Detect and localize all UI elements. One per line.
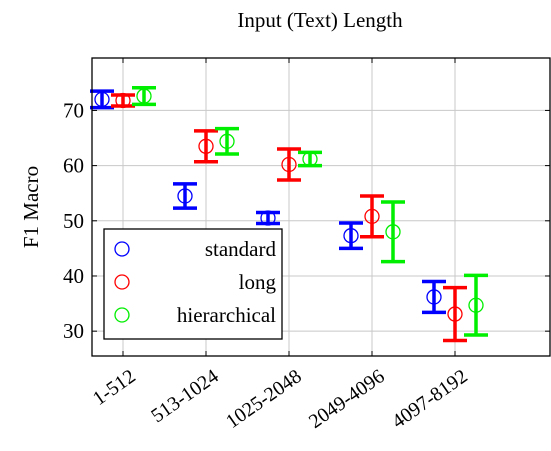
- data-point: [260, 210, 276, 226]
- data-point: [177, 188, 193, 204]
- legend-label-standard: standard: [205, 237, 277, 261]
- data-point: [281, 156, 297, 173]
- data-point: [343, 228, 359, 244]
- y-tick-label: 70: [63, 98, 84, 122]
- legend: standard long hierarchical: [103, 228, 283, 340]
- chart-title: Input (Text) Length: [237, 8, 403, 32]
- plot-frame: [91, 57, 551, 357]
- legend-label-long: long: [239, 270, 277, 294]
- y-axis-label: F1 Macro: [19, 166, 43, 248]
- x-tick-label: 2049-4096: [305, 365, 389, 433]
- legend-marker-standard: [114, 241, 130, 257]
- y-tick-label: 50: [63, 209, 84, 233]
- series-hierarchical: [132, 86, 488, 337]
- data-point: [426, 289, 442, 305]
- data-point: [198, 138, 214, 154]
- legend-marker-long: [114, 274, 130, 290]
- legend-marker-hierarchical: [114, 307, 130, 323]
- data-point: [115, 92, 131, 109]
- x-tick-label: 4097-8192: [388, 365, 472, 433]
- data-point: [302, 151, 318, 167]
- data-point: [94, 91, 110, 108]
- data-point: [136, 88, 152, 104]
- x-tick-label: 1025-2048: [222, 365, 306, 433]
- series-long: [111, 92, 467, 343]
- data-point: [219, 133, 235, 149]
- y-tick-label: 60: [63, 154, 84, 178]
- data-point: [447, 306, 463, 322]
- legend-box: [103, 228, 283, 340]
- y-tick-label: 30: [63, 319, 84, 343]
- data-point: [468, 297, 484, 313]
- legend-label-hierarchical: hierarchical: [177, 303, 276, 327]
- data-point: [385, 224, 401, 240]
- x-tick-label: 513-1024: [147, 365, 222, 427]
- y-tick-label: 40: [63, 264, 84, 288]
- data-point: [364, 208, 380, 225]
- x-tick-label: 1-512: [89, 365, 140, 410]
- series-standard: [90, 89, 446, 315]
- series-layer: [90, 86, 488, 343]
